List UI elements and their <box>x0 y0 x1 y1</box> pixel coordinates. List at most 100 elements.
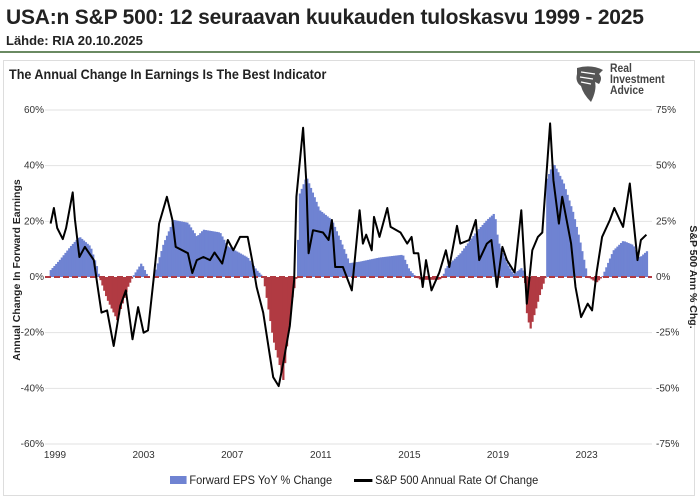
eps-bar-positive <box>254 268 257 277</box>
eps-bar-positive <box>92 254 95 277</box>
eps-bar-positive <box>601 276 604 277</box>
x-tick-label: 2011 <box>310 450 332 461</box>
eps-bar-positive <box>631 244 634 277</box>
eps-bar-positive <box>256 270 259 277</box>
eps-bar-positive <box>206 230 209 277</box>
eps-bar-negative <box>103 277 106 291</box>
eps-bar-positive <box>236 251 239 277</box>
eps-bar-positive <box>614 248 617 277</box>
right-tick-label: 75% <box>656 105 676 116</box>
eps-bar-negative <box>121 277 124 304</box>
eps-bar-positive <box>620 242 623 277</box>
eps-bar-negative <box>597 277 601 281</box>
eps-bar-positive <box>632 246 636 277</box>
eps-bar-positive <box>186 222 189 277</box>
eps-bar-positive <box>132 275 135 277</box>
eps-bar-positive <box>302 184 305 277</box>
eps-bar-positive <box>230 248 233 277</box>
eps-bar-positive <box>363 260 366 277</box>
eps-bar-positive <box>575 226 578 277</box>
legend-label-sp500: S&P 500 Annual Rate Of Change <box>375 473 539 487</box>
eps-bar-positive <box>616 246 619 277</box>
eps-bar-positive <box>199 233 202 277</box>
eps-bar-negative <box>289 277 292 313</box>
eps-bar-negative <box>531 277 534 322</box>
eps-bar-positive <box>518 269 521 277</box>
eps-bar-positive <box>372 258 375 277</box>
eps-bar-negative <box>599 277 602 279</box>
eps-bar-positive <box>348 263 351 277</box>
eps-bar-positive <box>627 242 630 277</box>
eps-bar-positive <box>520 268 523 277</box>
legend-swatch-eps <box>170 476 187 484</box>
eps-bar-positive <box>496 234 499 277</box>
eps-bar-negative <box>127 277 130 287</box>
eps-bar-positive <box>88 245 91 277</box>
logo-line-2: Investment <box>610 74 665 86</box>
eps-bar-positive <box>82 240 86 277</box>
eps-bar-positive <box>221 236 224 277</box>
eps-bar-positive <box>621 241 625 277</box>
eps-bar-positive <box>175 220 178 277</box>
eps-bar-positive <box>304 179 307 277</box>
eps-bar-positive <box>202 229 206 277</box>
eps-bar-positive <box>402 255 405 277</box>
eps-bar-positive <box>548 174 551 277</box>
logo-line-3: Advice <box>610 85 644 97</box>
eps-bar-negative <box>535 277 538 309</box>
eps-bar-positive <box>97 273 100 277</box>
eps-bar-positive <box>141 266 145 277</box>
eps-bar-positive <box>258 272 261 277</box>
eps-bar-positive <box>188 224 191 277</box>
eps-bar-positive <box>461 250 464 277</box>
eps-bar-positive <box>638 256 641 277</box>
eps-bar-positive <box>191 230 195 277</box>
eps-bar-positive <box>343 249 346 277</box>
eps-bar-negative <box>101 277 104 286</box>
eps-bar-negative <box>271 277 274 333</box>
left-tick-label: 20% <box>24 216 44 227</box>
eps-bar-positive <box>450 262 453 277</box>
eps-bar-positive <box>636 253 639 277</box>
eps-bar-negative <box>431 277 434 280</box>
eps-bar-positive <box>459 253 462 277</box>
eps-bar-positive <box>448 264 451 277</box>
eps-bar-positive <box>503 257 506 277</box>
eps-bar-positive <box>368 259 372 277</box>
source-label: Lähde: RIA 20.10.2025 <box>6 33 143 48</box>
eps-bar-positive <box>618 244 621 277</box>
x-tick-label: 2007 <box>221 450 244 461</box>
eps-bar-negative <box>424 277 427 280</box>
eps-bar-negative <box>125 277 128 293</box>
eps-bar-positive <box>474 233 477 277</box>
eps-bar-positive <box>66 250 69 277</box>
eps-bar-positive <box>640 256 643 277</box>
eps-bar-positive <box>95 266 99 277</box>
eps-bar-negative <box>265 277 268 298</box>
eps-bar-positive <box>320 211 324 277</box>
eps-bar-positive <box>169 226 172 277</box>
legend-item-eps: Forward EPS YoY % Change <box>170 473 332 487</box>
eps-bar-positive <box>396 255 399 277</box>
eagle-icon <box>576 66 603 102</box>
eps-bar-positive <box>201 231 204 277</box>
eps-bar-positive <box>487 218 490 277</box>
eps-bar-positive <box>573 219 577 277</box>
eps-bar-positive <box>444 268 447 277</box>
eps-bar-positive <box>498 243 501 277</box>
eps-bar-positive <box>464 245 468 277</box>
left-tick-label: 60% <box>24 105 44 116</box>
eps-bar-negative <box>99 277 102 281</box>
eps-bar-positive <box>354 262 357 277</box>
eps-bar-negative <box>110 277 113 309</box>
eps-bar-positive <box>313 197 316 277</box>
eps-bar-positive <box>247 258 250 277</box>
right-tick-label: -25% <box>656 328 679 339</box>
eps-bar-positive <box>505 262 508 277</box>
eps-bar-positive <box>296 239 300 277</box>
eps-bar-negative <box>529 277 532 329</box>
eps-bar-positive <box>228 247 231 277</box>
eps-bar-positive <box>64 252 67 277</box>
eps-bar-positive <box>156 263 159 277</box>
eps-bar-positive <box>134 272 137 277</box>
